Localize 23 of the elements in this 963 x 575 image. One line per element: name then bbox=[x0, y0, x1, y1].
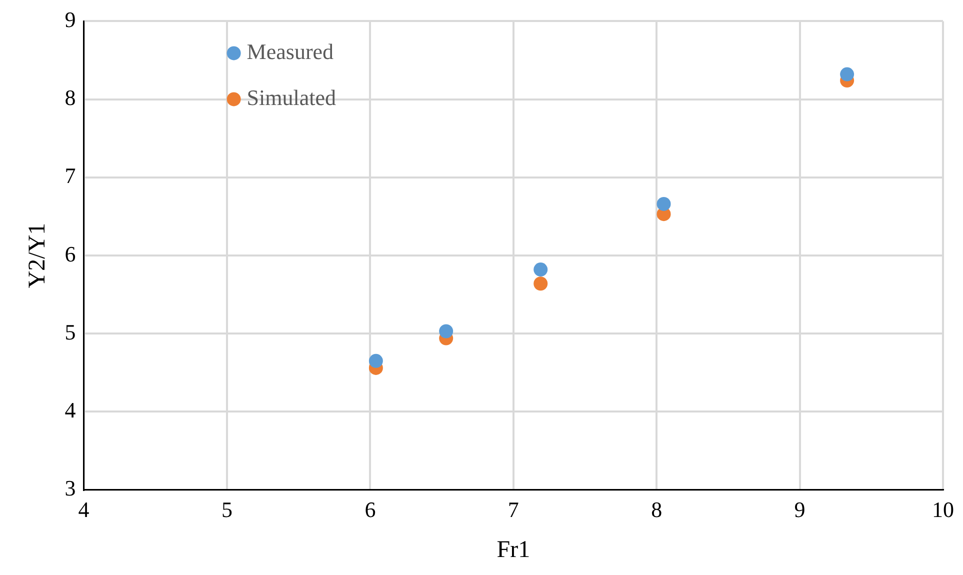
point bbox=[840, 67, 854, 82]
y-tick-label: 3 bbox=[64, 476, 76, 501]
x-tick-label: 8 bbox=[651, 496, 662, 522]
y-tick-label: 7 bbox=[64, 163, 76, 188]
y-tick-label: 4 bbox=[64, 397, 76, 422]
point bbox=[368, 354, 383, 368]
legend-label: Simulated bbox=[246, 84, 336, 110]
point bbox=[534, 276, 548, 291]
x-tick-label: 9 bbox=[794, 496, 806, 522]
point bbox=[439, 324, 454, 338]
x-axis-title: Fr1 bbox=[496, 536, 530, 563]
x-tick-label: 10 bbox=[932, 496, 954, 522]
x-tick-label: 7 bbox=[508, 496, 519, 522]
x-tick-label: 6 bbox=[364, 496, 376, 522]
y-tick-label: 5 bbox=[64, 319, 76, 344]
y-tick-label: 9 bbox=[64, 6, 76, 32]
legend-label: Measured bbox=[246, 38, 334, 64]
point bbox=[656, 196, 671, 211]
x-tick-label: 5 bbox=[222, 496, 232, 522]
y-tick-label: 6 bbox=[64, 241, 76, 266]
point bbox=[534, 262, 548, 277]
y-tick-label: 8 bbox=[64, 85, 76, 110]
y-axis-title: Y2/Y1 bbox=[24, 222, 51, 288]
